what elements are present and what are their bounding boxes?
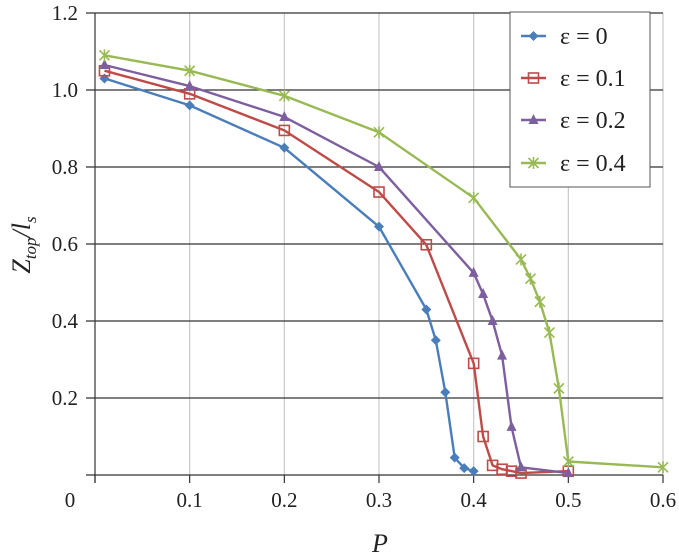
x-tick-label: 0.4 <box>461 488 488 512</box>
y-tick-label: 1.2 <box>52 1 78 25</box>
star-marker <box>553 382 565 395</box>
star-marker <box>515 253 527 266</box>
y-axis-label: Ztop/ls <box>7 216 40 274</box>
x-tick-label: 0.5 <box>555 488 581 512</box>
y-label-slash: / <box>7 227 36 239</box>
series-line <box>104 69 569 475</box>
star-legend-icon <box>527 157 540 169</box>
y-label-sub-top: top <box>21 237 40 259</box>
triangle-marker <box>506 420 517 431</box>
triangle-marker <box>99 58 110 69</box>
triangle-marker <box>374 161 384 171</box>
square-open-marker <box>477 430 489 443</box>
y-label-l: l <box>7 223 36 230</box>
square-open-marker <box>467 357 480 370</box>
x-tick-label: 0.1 <box>177 488 203 512</box>
legend-label: ε = 0 <box>560 24 608 50</box>
legend-label: ε = 0.2 <box>560 108 626 134</box>
series-1 <box>98 64 575 479</box>
legend-item-0: ε = 0 <box>521 24 608 50</box>
diamond-marker <box>468 466 479 477</box>
series-line <box>104 77 475 473</box>
series-line <box>104 54 664 469</box>
triangle-marker <box>468 266 479 277</box>
star-marker <box>524 272 537 285</box>
square-open-legend-icon <box>527 72 540 84</box>
x-axis-label: P <box>371 529 388 558</box>
series-line <box>104 63 569 475</box>
y-label-z: Z <box>7 259 36 274</box>
star-marker <box>98 49 111 62</box>
star-marker <box>278 89 290 102</box>
legend-item-2: ε = 0.2 <box>521 108 626 134</box>
triangle-marker <box>497 349 508 360</box>
series-2 <box>99 58 574 478</box>
triangle-marker <box>279 110 290 121</box>
star-marker <box>543 326 555 339</box>
diamond-marker <box>440 387 451 398</box>
y-tick-label: 0.6 <box>52 232 78 256</box>
square-open-marker <box>420 238 433 251</box>
diamond-marker <box>279 142 290 153</box>
diamond-marker <box>421 304 432 315</box>
star-marker <box>657 461 669 474</box>
y-tick-label: 0.8 <box>52 155 78 179</box>
series-3 <box>98 49 669 474</box>
x-tick-label: 0.6 <box>650 488 676 512</box>
legend-label: ε = 0.4 <box>560 151 626 177</box>
diamond-marker <box>184 100 195 111</box>
series-group <box>98 49 669 479</box>
square-open-marker <box>278 124 291 137</box>
square-open-marker <box>373 186 385 198</box>
star-marker <box>184 64 196 77</box>
svg-text:Ztop/ls: Ztop/ls <box>7 216 40 274</box>
star-marker <box>534 295 546 308</box>
triangle-marker <box>478 288 489 299</box>
triangle-marker <box>563 467 574 478</box>
star-marker <box>373 126 385 139</box>
star-marker <box>562 455 574 468</box>
diamond-marker <box>374 221 384 232</box>
y-tick-label: 0.4 <box>52 309 79 333</box>
triangle-marker <box>184 80 195 91</box>
triangle-legend-icon <box>528 114 539 124</box>
diamond-marker <box>449 452 460 463</box>
tick-labels: 0 0.1 0.2 0.3 0.4 0.5 0.6 0.2 0.4 0.6 0.8 1.0 1.2 <box>52 1 676 512</box>
star-marker <box>468 191 480 204</box>
diamond-marker <box>430 335 441 346</box>
x-tick-label: 0.3 <box>366 488 392 512</box>
y-tick-label: 0.2 <box>52 386 78 410</box>
legend-item-3: ε = 0.4 <box>521 151 626 177</box>
x-tick-label: 0.2 <box>271 488 297 512</box>
x-tick-label: 0 <box>65 488 76 512</box>
y-label-sub-s: s <box>21 216 40 223</box>
diamond-legend-icon <box>528 31 539 41</box>
triangle-marker <box>516 461 526 472</box>
triangle-marker <box>487 315 498 325</box>
legend: ε = 0 ε = 0.1 ε = 0.2 ε = 0.4 <box>509 11 651 188</box>
diamond-marker <box>99 73 110 84</box>
diamond-marker <box>459 463 470 474</box>
legend-label: ε = 0.1 <box>560 66 626 92</box>
y-tick-label: 1.0 <box>52 78 78 102</box>
legend-item-1: ε = 0.1 <box>521 66 626 92</box>
